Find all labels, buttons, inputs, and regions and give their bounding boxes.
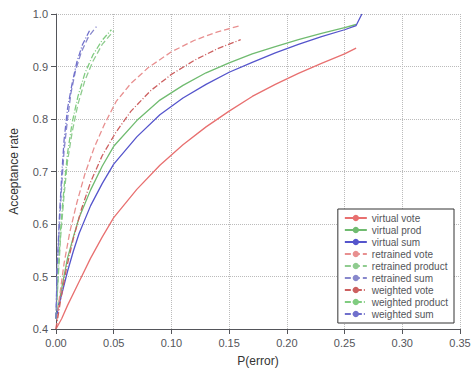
svg-text:retrained vote: retrained vote [372, 249, 434, 260]
svg-text:weighted vote: weighted vote [371, 285, 434, 296]
svg-text:0.25: 0.25 [334, 337, 355, 349]
svg-text:0.10: 0.10 [161, 337, 182, 349]
svg-text:P(error): P(error) [237, 354, 278, 368]
svg-text:0.7: 0.7 [33, 166, 48, 178]
svg-text:0.4: 0.4 [33, 323, 48, 335]
svg-text:0.8: 0.8 [33, 113, 48, 125]
svg-text:0.05: 0.05 [103, 337, 124, 349]
svg-text:0.00: 0.00 [45, 337, 66, 349]
svg-text:0.35: 0.35 [449, 337, 470, 349]
svg-text:weighted sum: weighted sum [371, 309, 434, 320]
svg-text:0.30: 0.30 [392, 337, 413, 349]
svg-text:0.15: 0.15 [218, 337, 239, 349]
svg-text:weighted product: weighted product [371, 297, 448, 308]
svg-text:1.0: 1.0 [33, 8, 48, 20]
svg-text:retrained sum: retrained sum [372, 273, 433, 284]
svg-text:0.5: 0.5 [33, 271, 48, 283]
svg-text:virtual vote: virtual vote [372, 213, 421, 224]
svg-text:retrained product: retrained product [372, 261, 448, 272]
svg-text:Acceptance rate: Acceptance rate [7, 128, 21, 215]
svg-text:0.6: 0.6 [33, 218, 48, 230]
svg-text:virtual sum: virtual sum [372, 237, 420, 248]
svg-text:virtual prod: virtual prod [372, 225, 421, 236]
svg-text:0.20: 0.20 [276, 337, 297, 349]
svg-text:0.9: 0.9 [33, 61, 48, 73]
